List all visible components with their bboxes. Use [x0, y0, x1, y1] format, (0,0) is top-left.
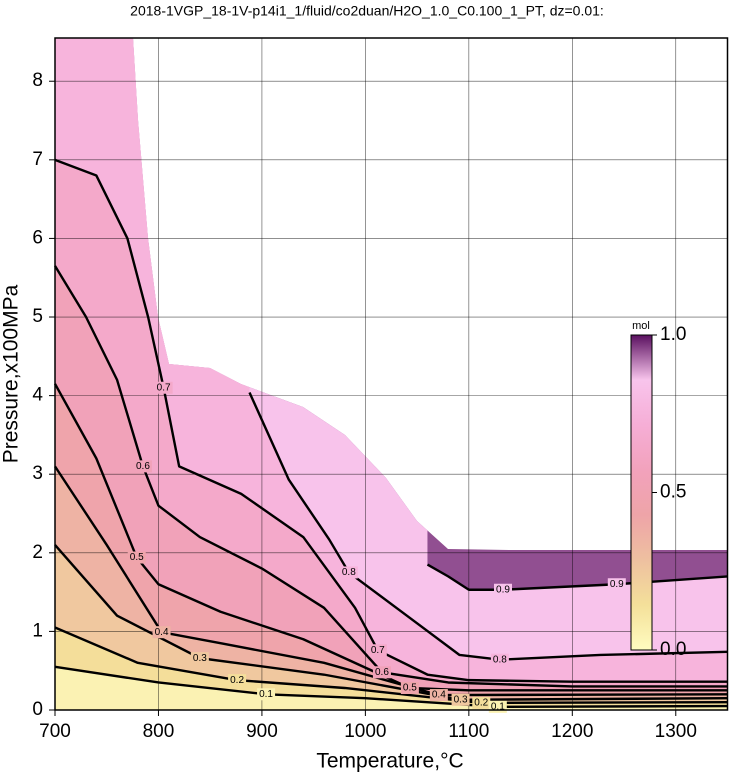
- contour-line: [54, 665, 728, 709]
- contour-label-bg: [152, 626, 171, 639]
- contour-fills: [55, 38, 727, 710]
- x-tick-label: 900: [246, 721, 278, 742]
- x-tick-label: 800: [143, 721, 175, 742]
- contour-label-bg: [228, 674, 247, 687]
- x-tick-label: 1100: [448, 721, 489, 742]
- grid: 700 800 900 1000 1100 1200 1300 0 1 2 3 4 5 6 7 8: [32, 38, 728, 742]
- x-tick-label: 1000: [344, 721, 386, 742]
- x-tick-label: 700: [39, 721, 71, 742]
- x-tick-label: 1200: [551, 721, 593, 742]
- contour-label: 0.7: [157, 382, 171, 393]
- contour-label-bg: [490, 653, 509, 666]
- colorbar-tick-label: 0.5: [660, 482, 686, 503]
- contour-label: 0.2: [230, 675, 244, 686]
- y-tick-label: 7: [32, 149, 43, 170]
- contour-line: [248, 391, 728, 661]
- contour-label-bg: [472, 696, 491, 709]
- contour-label: 0.4: [155, 627, 169, 638]
- contour-label: 0.4: [432, 690, 446, 701]
- colorbar: mol 0.0 0.5 1.0: [630, 320, 686, 660]
- contour-label-bg: [257, 688, 276, 701]
- contour-band: [55, 383, 727, 710]
- y-tick-label: 3: [32, 463, 43, 484]
- contour-line: [53, 383, 728, 692]
- contour-label-bg: [400, 681, 419, 694]
- contour-band: [55, 265, 727, 710]
- contour-label: 0.6: [136, 461, 150, 472]
- contour-band: [55, 666, 727, 710]
- contour-line: [54, 158, 728, 683]
- contour-label: 0.8: [342, 567, 356, 578]
- contour-label-bg: [190, 652, 209, 665]
- y-tick-label: 6: [32, 227, 43, 248]
- contour-label-bg: [339, 566, 358, 579]
- contour-line: [54, 626, 728, 705]
- y-tick-label: 1: [32, 620, 43, 641]
- y-axis-label: Pressure,x100MPa: [0, 284, 23, 463]
- colorbar-scale: [630, 334, 653, 651]
- plot-frame: [54, 37, 729, 711]
- y-tick-label: 0: [32, 699, 43, 720]
- contour-label-bg: [451, 693, 470, 706]
- contour-label: 0.3: [454, 694, 468, 705]
- contour-label: 0.6: [375, 667, 389, 678]
- contour-label-bg: [154, 381, 173, 394]
- contour-labels: 0.9 0.9 0.8 0.8 0.7 0.7 0.6 0.6 0.5 0.5 0.4 0.4 0.3 0…: [127, 381, 626, 713]
- contour-label: 0.1: [259, 689, 273, 700]
- contour-label-bg: [429, 689, 448, 702]
- colorbar-tick-label: 1.0: [660, 324, 686, 345]
- chart-title: 2018-1VGP_18-1V-p14i1_1/fluid/co2duan/H2…: [130, 3, 604, 19]
- colorbar-label: mol: [632, 320, 650, 332]
- contour-band: [55, 544, 727, 710]
- contour-label: 0.2: [474, 698, 488, 709]
- colorbar-tick-label: 0.0: [660, 639, 686, 660]
- y-tick-label: 5: [32, 306, 43, 327]
- x-tick-label: 1300: [655, 721, 697, 742]
- y-tick-label: 4: [32, 385, 43, 406]
- contour-label: 0.1: [491, 701, 505, 712]
- contour-label: 0.5: [403, 683, 417, 694]
- contour-label-bg: [372, 666, 391, 679]
- contour-label-bg: [368, 644, 387, 657]
- contour-label: 0.8: [493, 654, 507, 665]
- contour-label-bg: [127, 551, 146, 564]
- y-tick-label: 2: [32, 542, 43, 563]
- contour-label-bg: [493, 583, 512, 596]
- contour-label: 0.7: [371, 645, 385, 656]
- contour-label-bg: [133, 460, 152, 473]
- contour-band: [55, 466, 727, 710]
- contour-label: 0.9: [610, 579, 624, 590]
- contour-label: 0.9: [496, 584, 510, 595]
- contour-label: 0.5: [130, 552, 144, 563]
- x-axis-label: Temperature,°C: [316, 750, 463, 773]
- contour-label-bg: [607, 578, 626, 591]
- y-tick-label: 8: [32, 70, 43, 91]
- contour-label: 0.3: [193, 653, 207, 664]
